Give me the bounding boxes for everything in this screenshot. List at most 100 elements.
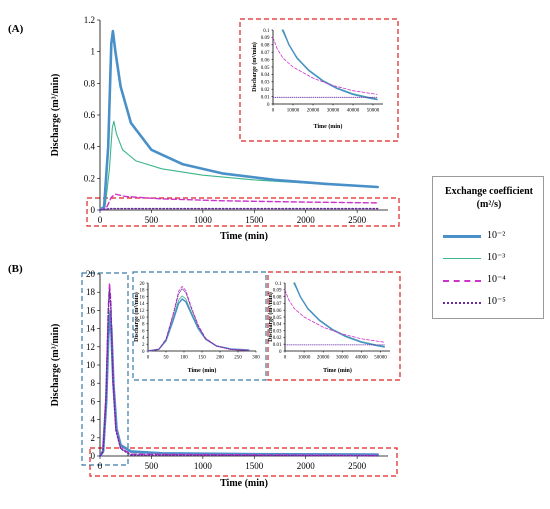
y-tick-label: 0 [267, 103, 270, 108]
y-tick-label: 0.09 [261, 36, 270, 41]
legend-label: 10⁻⁵ [487, 296, 506, 307]
plot-b-inset-right: 0 0.01 0.02 0.030.04 0.05 0.06 0.07 0.080.09 0.1… [267, 282, 390, 374]
legend-entry-1e-3: 10⁻³ [443, 251, 543, 265]
y-tick-label: 0 [142, 350, 145, 355]
legend-entry-1e-2: 10⁻² [443, 229, 543, 243]
x-tick-label: 1000 [194, 461, 213, 471]
series-line-b-inset-right-2 [284, 289, 385, 343]
y-tick-label: 0.1 [263, 29, 270, 34]
x-axis-label: Time (min) [314, 123, 343, 130]
y-tick-label: 16 [86, 305, 96, 315]
series-line-a-main-0 [98, 29, 380, 212]
legend-title-line2: (m²/s) [476, 199, 502, 210]
series-line-b-inset-right-0 [293, 282, 386, 348]
panel-b-zoom-box-red [89, 447, 398, 477]
y-tick-label: 16 [140, 295, 146, 300]
legend-swatch [443, 280, 481, 282]
legend-entry-1e-4: 10⁻⁴ [443, 273, 543, 287]
plot-a-inset: 0 0.01 0.02 0.03 0.04 0.05 0.06 0.07 0.08 0.09 0.1… [251, 29, 383, 130]
x-tick-label: 40000 [347, 109, 360, 114]
y-tick-label: 0.01 [273, 343, 282, 348]
y-tick-label: 0.2 [84, 173, 95, 183]
y-tick-label: 12 [86, 342, 95, 352]
x-tick-label: 300 [252, 356, 260, 361]
series-line-a-main-1 [99, 120, 379, 211]
x-axis-label: Time (min) [323, 367, 352, 374]
x-tick-label: 150 [198, 356, 206, 361]
y-tick-label: 0.8 [84, 78, 96, 88]
x-tick-label: 40000 [355, 356, 368, 361]
y-tick-label: 1 [91, 47, 96, 57]
x-tick-label: 0 [147, 356, 150, 361]
panel-b-zoom-box-blue [81, 272, 129, 466]
x-tick-label: 500 [145, 215, 159, 225]
y-tick-label: 0.07 [273, 302, 282, 307]
x-tick-label: 20000 [307, 109, 320, 114]
x-tick-label: 2500 [348, 461, 367, 471]
y-tick-label: 0.06 [261, 58, 270, 63]
legend-label: 10⁻² [487, 230, 506, 241]
x-tick-label: 2000 [297, 461, 316, 471]
y-tick-label: 0.1 [275, 282, 282, 287]
x-axis-label: Time (min) [220, 478, 268, 489]
y-tick-label: 4 [91, 415, 96, 425]
series-line-a-main-3 [99, 207, 379, 211]
x-tick-label: 0 [98, 215, 103, 225]
y-tick-label: 12 [140, 309, 146, 314]
y-tick-label: 0.06 [273, 309, 282, 314]
y-tick-label: 0.05 [261, 66, 270, 71]
x-tick-label: 500 [145, 461, 159, 471]
x-tick-label: 0 [98, 461, 103, 471]
legend-swatch [443, 235, 481, 238]
panel-b-label: (B) [8, 263, 23, 275]
x-tick-label: 30000 [336, 356, 349, 361]
legend-label: 10⁻⁴ [487, 274, 506, 285]
x-tick-label: 20000 [317, 356, 330, 361]
x-tick-label: 1000 [194, 215, 213, 225]
x-tick-label: 10000 [287, 109, 300, 114]
y-axis-label: Discharge (m³/min) [50, 74, 61, 157]
legend-swatch [443, 302, 481, 304]
x-tick-label: 2000 [297, 215, 316, 225]
y-tick-label: 0.05 [273, 316, 282, 321]
y-axis-label: Discharge (m³/min) [133, 292, 140, 342]
x-tick-label: 100 [180, 356, 188, 361]
series-line-b-main-3 [99, 288, 379, 457]
y-tick-label: 0 [279, 350, 282, 355]
x-axis-label: Time (min) [188, 367, 217, 374]
y-tick-label: 18 [140, 289, 146, 294]
x-tick-label: 10000 [298, 356, 311, 361]
y-tick-label: 1.2 [84, 15, 95, 25]
y-tick-label: 0.04 [273, 323, 282, 328]
panel-a-zoom-box [86, 197, 400, 227]
x-axis-label: Time (min) [220, 231, 268, 242]
x-tick-label: 0 [272, 109, 275, 114]
legend-title: Exchange coefficient (m²/s) [433, 185, 545, 211]
x-tick-label: 250 [234, 356, 242, 361]
legend-title-line1: Exchange coefficient [444, 186, 534, 197]
series-line-a-inset-2 [272, 37, 378, 95]
y-tick-label: 0.01 [261, 95, 270, 100]
legend-swatch [443, 258, 481, 259]
y-tick-label: 10 [140, 316, 146, 321]
y-axis-label: Discharge (m³/min) [50, 324, 61, 407]
y-tick-label: 0.07 [261, 51, 270, 56]
y-tick-label: 0.08 [261, 44, 270, 49]
y-tick-label: 0.4 [84, 142, 96, 152]
series-line-a-main-2 [99, 193, 379, 211]
x-tick-label: 1500 [245, 461, 264, 471]
panel-b-inset-left-frame [132, 271, 267, 381]
panel-a-label: (A) [8, 23, 24, 35]
panel-a-inset-frame [239, 18, 399, 142]
y-tick-label: 0.02 [273, 336, 282, 341]
y-tick-label: 0.03 [261, 81, 270, 86]
y-tick-label: 4 [142, 336, 145, 341]
legend-label: 10⁻³ [487, 252, 506, 263]
y-tick-label: 20 [140, 282, 146, 287]
y-tick-label: 0 [91, 451, 96, 461]
y-tick-label: 0.04 [261, 73, 270, 78]
series-line-b-inset-left-3 [147, 288, 250, 352]
y-tick-label: 0.09 [273, 289, 282, 294]
y-tick-label: 6 [142, 329, 145, 334]
